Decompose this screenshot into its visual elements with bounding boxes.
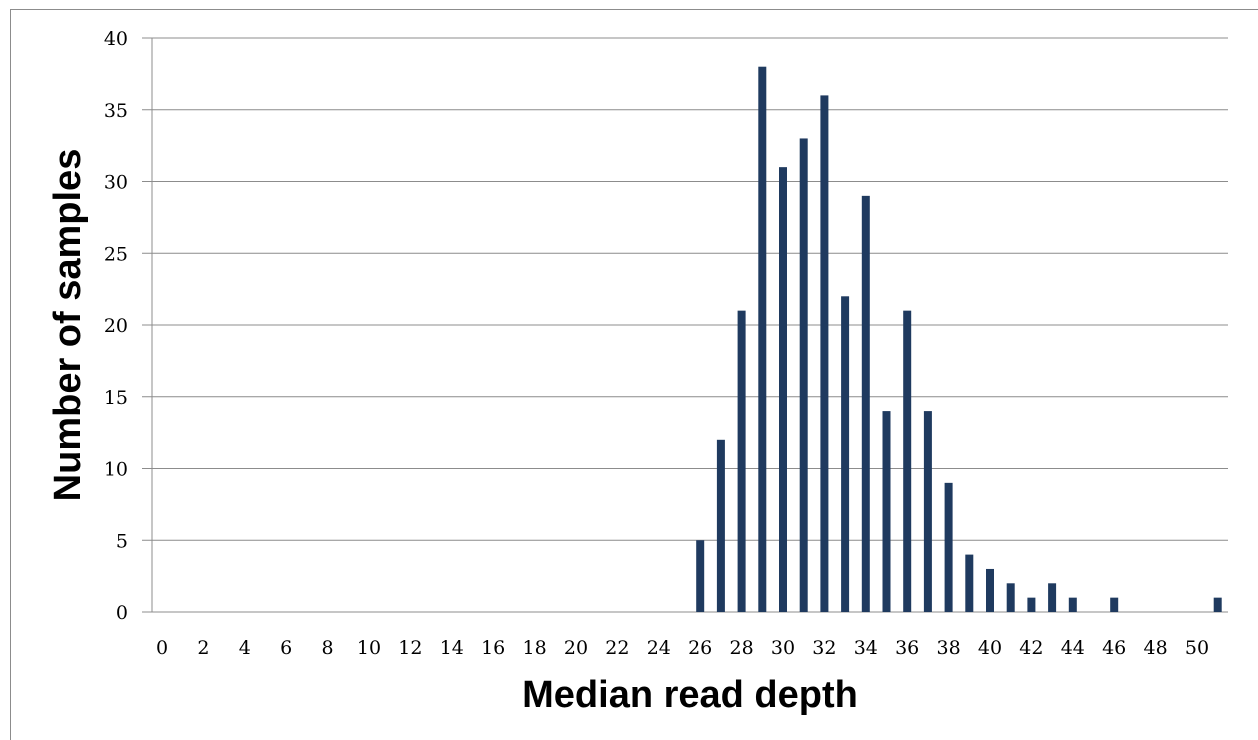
x-tick-label: 30: [771, 637, 795, 659]
bar: [882, 411, 891, 612]
y-tick-label: 40: [104, 28, 128, 50]
x-tick-label: 50: [1185, 637, 1209, 659]
x-tick-label: 48: [1144, 637, 1168, 659]
x-tick-label: 16: [481, 637, 505, 659]
bar: [737, 310, 746, 612]
x-tick-label: 24: [647, 637, 671, 659]
bar: [903, 310, 912, 612]
bar: [1048, 583, 1057, 612]
x-tick-label: 6: [280, 637, 292, 659]
x-tick-labels: 0 2 4 6 8 10 12 14 16 18 20 22 24 26 28 30 32 34 36 38 40 42 4…: [156, 637, 1209, 659]
x-tick-label: 28: [730, 637, 754, 659]
x-tick-label: 26: [688, 637, 712, 659]
bar: [1006, 583, 1015, 612]
bar: [986, 568, 994, 612]
bar: [861, 195, 870, 612]
bar: [696, 540, 705, 612]
x-tick-label: 40: [978, 637, 1002, 659]
x-tick-label: 8: [322, 637, 334, 659]
y-tick-label: 15: [104, 387, 128, 409]
x-axis-title: Median read depth: [522, 674, 858, 716]
x-tick-label: 38: [937, 637, 961, 659]
y-tick-label: 25: [104, 243, 128, 265]
x-tick-label: 4: [239, 637, 251, 659]
x-tick-label: 42: [1019, 637, 1043, 659]
bar: [965, 554, 974, 612]
bar: [1068, 597, 1077, 612]
bar: [944, 482, 953, 612]
x-tick-label: 20: [564, 637, 588, 659]
x-tick-label: 46: [1102, 637, 1126, 659]
bar: [841, 296, 850, 612]
x-tick-label: 44: [1061, 637, 1085, 659]
bar: [799, 138, 808, 612]
y-tick-label: 5: [116, 530, 128, 552]
x-tick-label: 36: [895, 637, 919, 659]
y-tick-label: 35: [104, 100, 128, 122]
bar: [779, 167, 787, 612]
x-tick-label: 10: [357, 637, 381, 659]
x-tick-label: 0: [156, 637, 168, 659]
gridlines: [142, 37, 1228, 613]
bar: [1027, 597, 1036, 612]
bars: [696, 66, 1222, 612]
x-tick-label: 32: [812, 637, 836, 659]
y-axis-title: Number of samples: [47, 149, 89, 502]
bar: [820, 95, 829, 612]
y-tick-label: 30: [104, 172, 128, 194]
x-tick-label: 14: [440, 637, 464, 659]
y-tick-label: 0: [116, 602, 128, 624]
x-tick-label: 2: [197, 637, 209, 659]
chart-frame: [10, 9, 1258, 740]
bar: [758, 66, 767, 612]
bar: [923, 411, 932, 612]
x-tick-label: 18: [523, 637, 547, 659]
x-tick-label: 34: [854, 637, 878, 659]
y-tick-label: 10: [104, 459, 128, 481]
bar: [1110, 597, 1119, 612]
bar: [716, 439, 725, 612]
bar: [1213, 597, 1222, 612]
x-tick-label: 12: [398, 637, 422, 659]
y-tick-labels: 0 5 10 15 20 25 30 35 40: [104, 28, 128, 624]
x-tick-label: 22: [605, 637, 629, 659]
y-tick-label: 20: [104, 315, 128, 337]
